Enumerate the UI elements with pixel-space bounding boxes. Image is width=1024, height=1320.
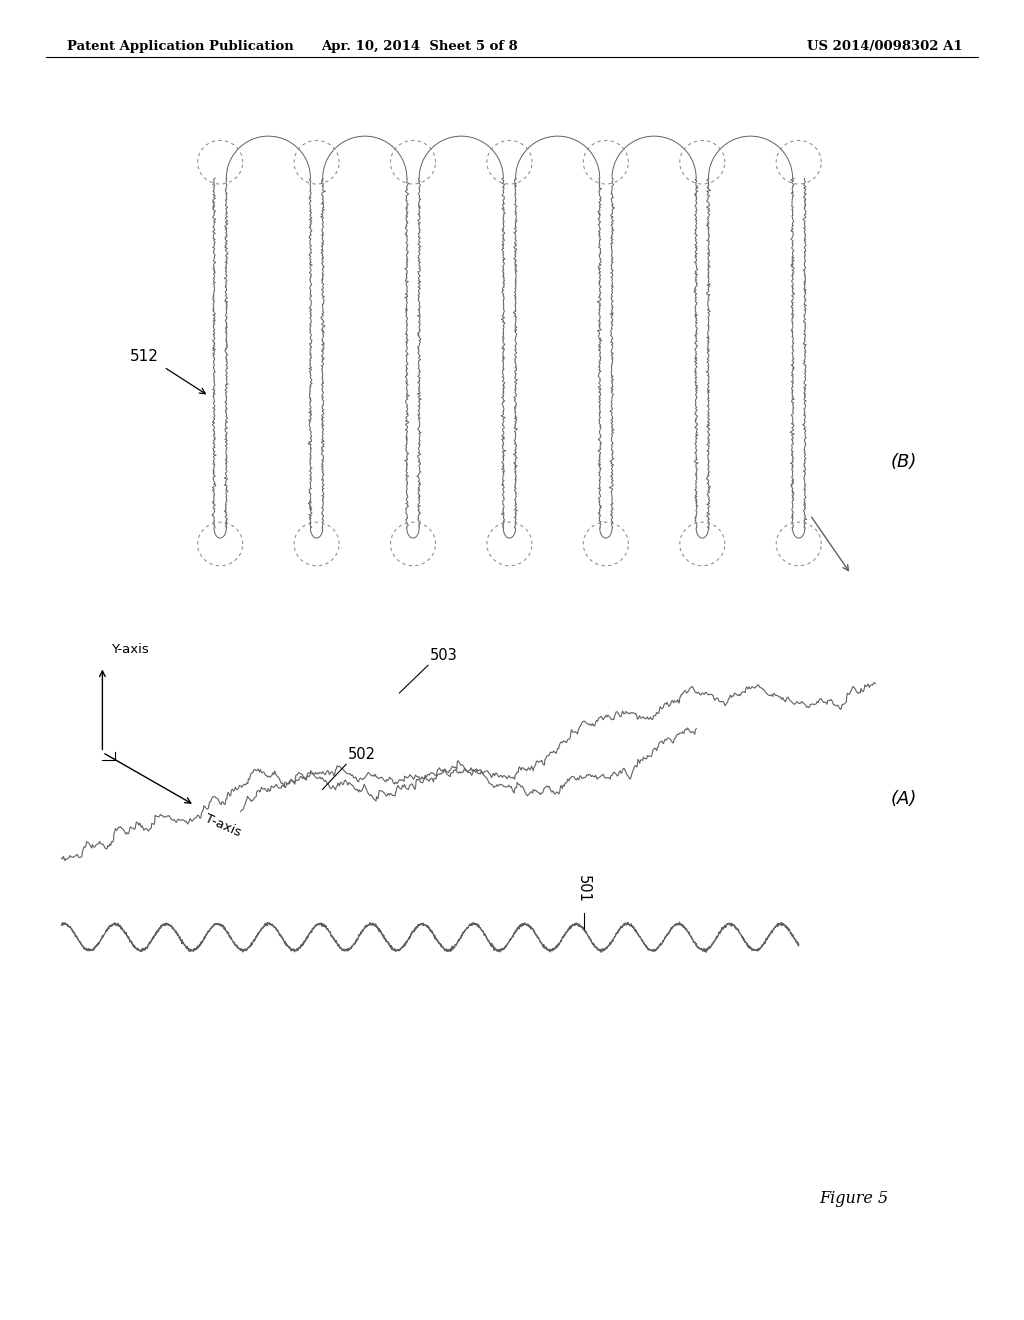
Text: US 2014/0098302 A1: US 2014/0098302 A1 [807,40,963,53]
Text: 503: 503 [430,648,458,663]
Text: (B): (B) [891,453,918,471]
Text: 512: 512 [130,348,159,364]
Text: Y-axis: Y-axis [111,643,148,656]
Text: Figure 5: Figure 5 [819,1191,889,1206]
Text: T-axis: T-axis [203,812,243,840]
Text: 501: 501 [577,875,591,903]
Text: Apr. 10, 2014  Sheet 5 of 8: Apr. 10, 2014 Sheet 5 of 8 [322,40,518,53]
Text: Patent Application Publication: Patent Application Publication [67,40,293,53]
Text: 502: 502 [348,747,376,762]
Text: (A): (A) [891,789,918,808]
